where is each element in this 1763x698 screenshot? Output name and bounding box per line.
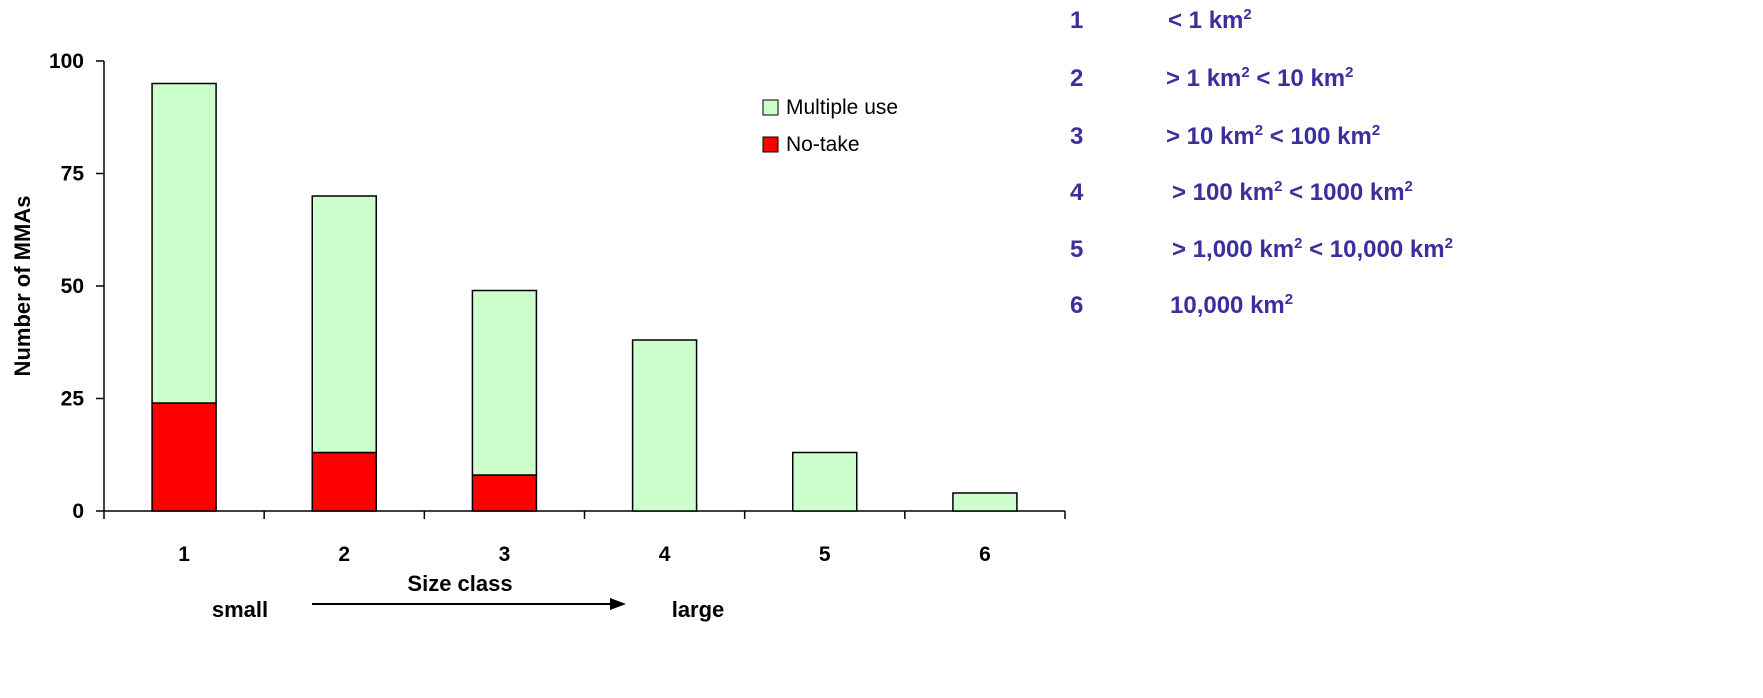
small-label: small xyxy=(212,597,268,622)
bar-multiple-use xyxy=(311,195,377,454)
x-tick-label: 5 xyxy=(819,543,831,566)
size-class-range: > 10 km2 < 100 km2 xyxy=(1166,122,1381,150)
bar-multiple-use xyxy=(151,82,217,404)
y-tick-label: 100 xyxy=(49,50,84,73)
x-axis-title: Size class xyxy=(407,571,512,596)
legend-label-multiple-use: Multiple use xyxy=(786,96,898,119)
legend-swatch-multiple-use xyxy=(762,99,779,116)
size-class-range: > 100 km2 < 1000 km2 xyxy=(1172,178,1413,206)
y-tick-label: 75 xyxy=(61,163,85,186)
bar-no-take xyxy=(151,402,217,512)
large-label: large xyxy=(672,597,725,622)
small-to-large-arrow xyxy=(312,598,626,610)
size-class-number: 4 xyxy=(1070,179,1084,206)
x-tick-label: 2 xyxy=(338,543,350,566)
size-class-number: 3 xyxy=(1070,123,1084,150)
y-axis-title: Number of MMAs xyxy=(10,196,35,377)
chart-legend: Multiple use No-take xyxy=(762,96,898,156)
x-tick-label: 1 xyxy=(178,543,190,566)
bar-no-take xyxy=(311,451,377,512)
size-class-number: 6 xyxy=(1070,292,1084,319)
y-tick-label: 50 xyxy=(61,275,84,298)
bar-multiple-use xyxy=(471,289,538,476)
x-tick-label: 6 xyxy=(979,543,991,566)
size-class-range: < 1 km2 xyxy=(1168,6,1252,34)
bar-multiple-use xyxy=(792,451,858,512)
plot-area: 0 25 50 75 100 1 2 3 4 5 6 xyxy=(49,50,1066,566)
x-tick-label: 3 xyxy=(499,543,511,566)
y-tick-label: 0 xyxy=(72,500,84,523)
bar-no-take xyxy=(471,474,538,512)
bar-multiple-use xyxy=(631,339,698,512)
size-class-range: > 1,000 km2 < 10,000 km2 xyxy=(1172,235,1453,263)
size-class-number: 5 xyxy=(1070,236,1084,263)
x-tick-label: 4 xyxy=(659,543,671,566)
legend-label-no-take: No-take xyxy=(786,133,860,156)
stacked-bar-chart: 0 25 50 75 100 1 2 3 4 5 6 Number of MMAs Size cla… xyxy=(10,50,1066,622)
size-class-number: 1 xyxy=(1070,7,1084,34)
size-class-number: 2 xyxy=(1070,65,1084,92)
y-tick-label: 25 xyxy=(61,388,85,411)
legend-swatch-no-take xyxy=(762,136,779,153)
size-class-range: > 1 km2 < 10 km2 xyxy=(1166,64,1354,92)
bar-multiple-use xyxy=(952,492,1018,512)
size-class-range: 10,000 km2 xyxy=(1170,291,1294,319)
